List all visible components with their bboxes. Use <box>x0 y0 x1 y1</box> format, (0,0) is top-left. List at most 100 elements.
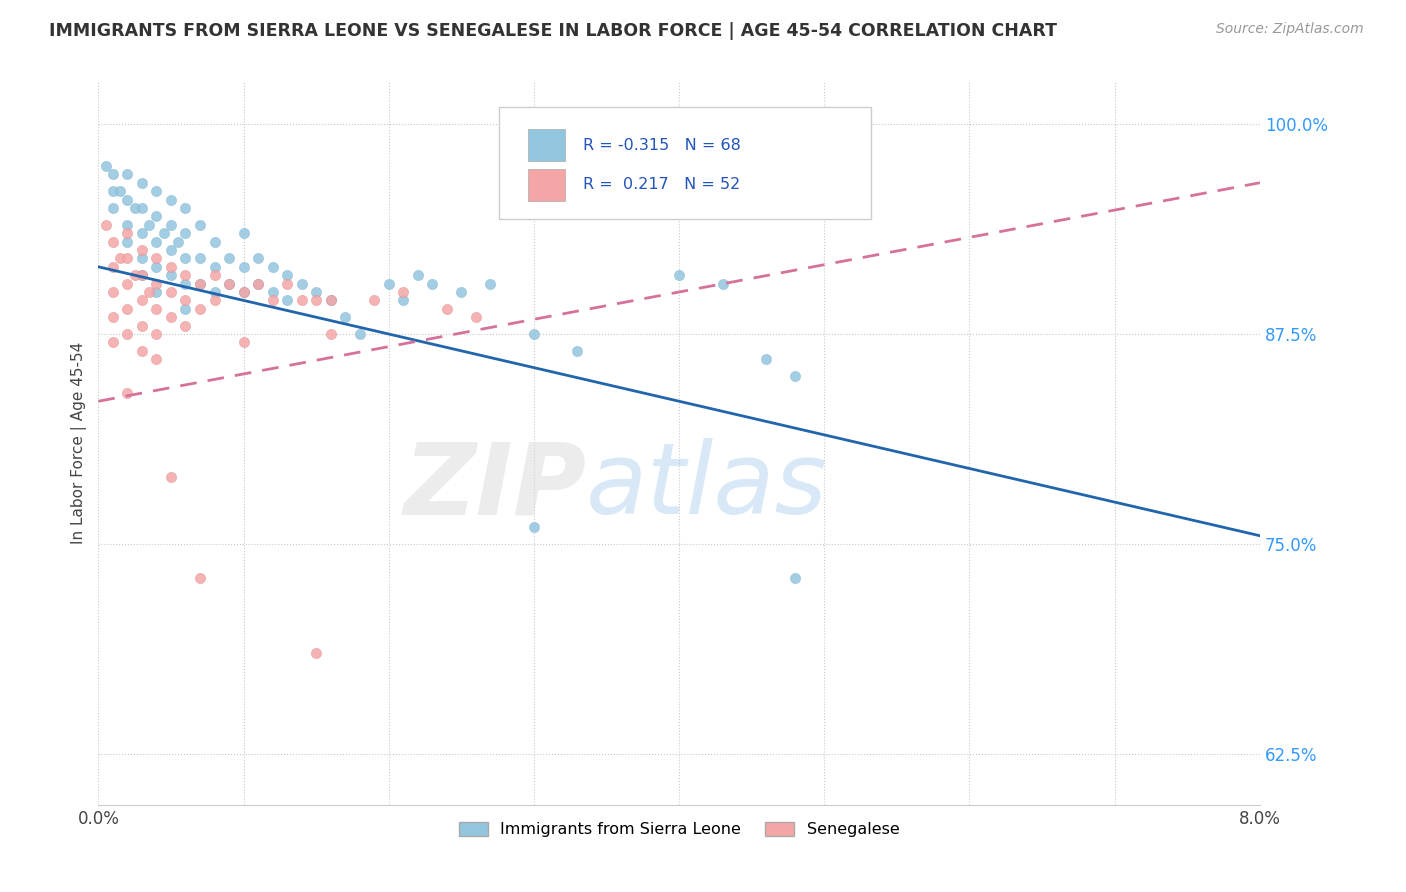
Point <box>232 226 254 240</box>
Text: Source: ZipAtlas.com: Source: ZipAtlas.com <box>1216 22 1364 37</box>
Point <box>305 293 328 308</box>
Point <box>204 293 226 308</box>
Point <box>567 343 589 358</box>
Text: R =  0.217   N = 52: R = 0.217 N = 52 <box>582 178 740 193</box>
Point <box>131 226 153 240</box>
Point <box>160 310 183 325</box>
Point <box>174 252 197 266</box>
Point <box>276 268 298 283</box>
Point <box>101 201 124 215</box>
Point <box>450 285 472 299</box>
Point <box>188 252 211 266</box>
Point <box>291 293 314 308</box>
Point <box>145 277 167 291</box>
Point <box>117 235 139 249</box>
Point <box>755 352 778 367</box>
Point <box>160 268 183 283</box>
Point <box>117 167 139 181</box>
Point <box>174 226 197 240</box>
Point <box>785 571 807 585</box>
Point <box>138 218 160 232</box>
Text: R = -0.315   N = 68: R = -0.315 N = 68 <box>582 137 741 153</box>
Legend: Immigrants from Sierra Leone, Senegalese: Immigrants from Sierra Leone, Senegalese <box>453 815 905 844</box>
Point <box>160 285 183 299</box>
Point <box>406 268 429 283</box>
Point <box>131 201 153 215</box>
Point <box>335 310 357 325</box>
Point <box>247 252 270 266</box>
Point <box>131 268 153 283</box>
Point <box>131 252 153 266</box>
Point <box>131 268 153 283</box>
Point <box>232 335 254 350</box>
Point <box>124 268 146 283</box>
Point <box>232 260 254 274</box>
Point <box>174 301 197 316</box>
Point <box>319 293 342 308</box>
Point <box>101 184 124 198</box>
Point <box>145 326 167 341</box>
Point <box>174 268 197 283</box>
Point <box>711 277 734 291</box>
Point <box>188 571 211 585</box>
Point <box>218 277 240 291</box>
Point <box>188 218 211 232</box>
Point <box>218 252 240 266</box>
Point <box>218 277 240 291</box>
Point <box>101 235 124 249</box>
Point <box>117 385 139 400</box>
Point <box>232 285 254 299</box>
FancyBboxPatch shape <box>529 128 565 161</box>
Point <box>117 226 139 240</box>
Point <box>436 301 458 316</box>
Point <box>523 520 546 534</box>
Point <box>262 260 284 274</box>
Point <box>160 470 183 484</box>
Point <box>145 210 167 224</box>
Point <box>174 201 197 215</box>
Point <box>131 343 153 358</box>
Point <box>117 193 139 207</box>
Point <box>160 218 183 232</box>
Point <box>188 277 211 291</box>
Point <box>204 285 226 299</box>
Point <box>145 260 167 274</box>
Point <box>420 277 443 291</box>
Point <box>204 260 226 274</box>
Point <box>131 318 153 333</box>
Point <box>167 235 190 249</box>
Point <box>247 277 270 291</box>
Point <box>108 184 131 198</box>
Point <box>204 235 226 249</box>
Point <box>101 167 124 181</box>
Point <box>363 293 385 308</box>
Point <box>276 293 298 308</box>
Point <box>305 646 328 660</box>
Y-axis label: In Labor Force | Age 45-54: In Labor Force | Age 45-54 <box>72 343 87 544</box>
Point <box>479 277 502 291</box>
Text: ZIP: ZIP <box>404 438 586 535</box>
Text: IMMIGRANTS FROM SIERRA LEONE VS SENEGALESE IN LABOR FORCE | AGE 45-54 CORRELATIO: IMMIGRANTS FROM SIERRA LEONE VS SENEGALE… <box>49 22 1057 40</box>
Point <box>204 268 226 283</box>
Point <box>117 277 139 291</box>
Point <box>117 252 139 266</box>
Point <box>668 268 690 283</box>
Point <box>94 159 117 173</box>
Point <box>319 293 342 308</box>
Point <box>174 277 197 291</box>
Text: atlas: atlas <box>586 438 828 535</box>
Point <box>464 310 486 325</box>
Point <box>117 218 139 232</box>
Point <box>319 326 342 341</box>
Point <box>152 226 174 240</box>
Point <box>145 235 167 249</box>
Point <box>247 277 270 291</box>
Point <box>262 293 284 308</box>
Point <box>232 285 254 299</box>
Point <box>117 301 139 316</box>
Point <box>145 285 167 299</box>
Point <box>349 326 371 341</box>
Point <box>108 252 131 266</box>
FancyBboxPatch shape <box>529 169 565 202</box>
Point <box>291 277 314 291</box>
